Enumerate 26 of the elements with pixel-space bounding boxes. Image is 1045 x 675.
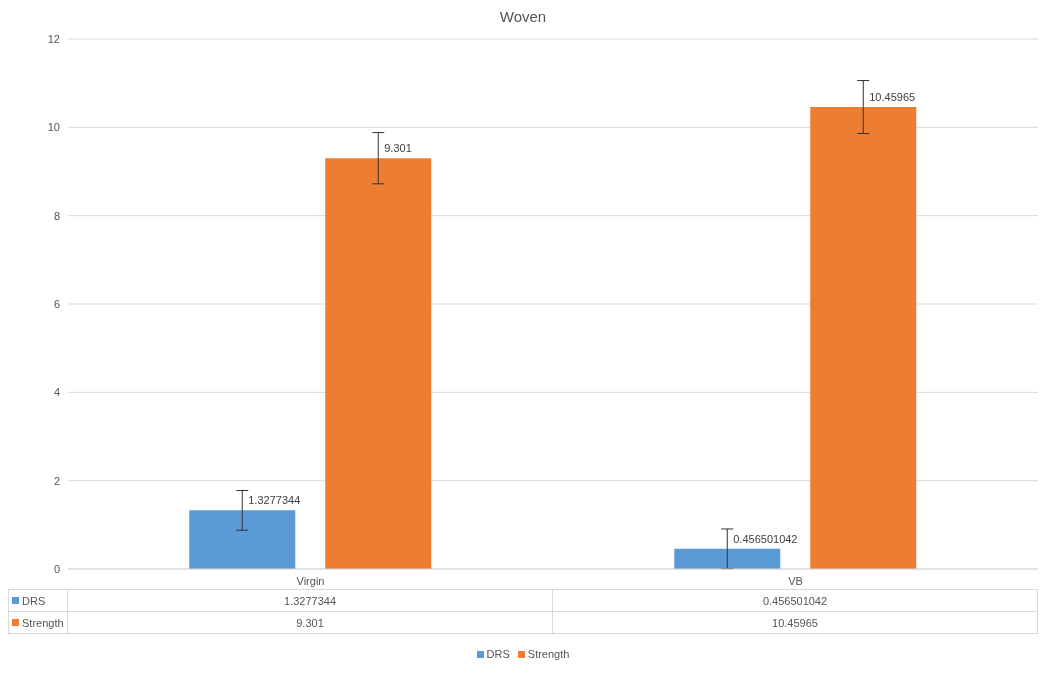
text: 1.3277344 — [67, 589, 553, 612]
bar — [189, 510, 296, 569]
data-label: 10.45965 — [869, 91, 916, 104]
text: 10.45965 — [552, 611, 1038, 634]
text: 0.456501042 — [552, 589, 1038, 612]
data-label: 1.3277344 — [248, 494, 301, 507]
y-tick-label: 4 — [53, 386, 60, 399]
text: DRS — [22, 594, 46, 607]
y-tick-label: 6 — [53, 297, 60, 310]
y-tick-label: 10 — [47, 121, 60, 134]
data-label: 0.456501042 — [733, 532, 798, 545]
data-label: 9.301 — [384, 142, 412, 155]
x-tick-label: Virgin — [296, 574, 325, 587]
y-tick-label: 12 — [47, 32, 60, 45]
text: Strength — [22, 616, 64, 629]
chart-title: Woven — [498, 8, 548, 25]
bar — [325, 158, 432, 569]
legend-label: Strength — [526, 648, 570, 660]
bar — [810, 107, 917, 569]
bar — [674, 548, 781, 569]
y-tick-label: 0 — [53, 562, 60, 575]
legend-label: DRS — [485, 648, 510, 660]
y-tick-label: 8 — [53, 209, 60, 222]
text: 9.301 — [67, 611, 553, 634]
y-tick-label: 2 — [53, 474, 60, 487]
x-tick-label: VB — [788, 574, 803, 587]
